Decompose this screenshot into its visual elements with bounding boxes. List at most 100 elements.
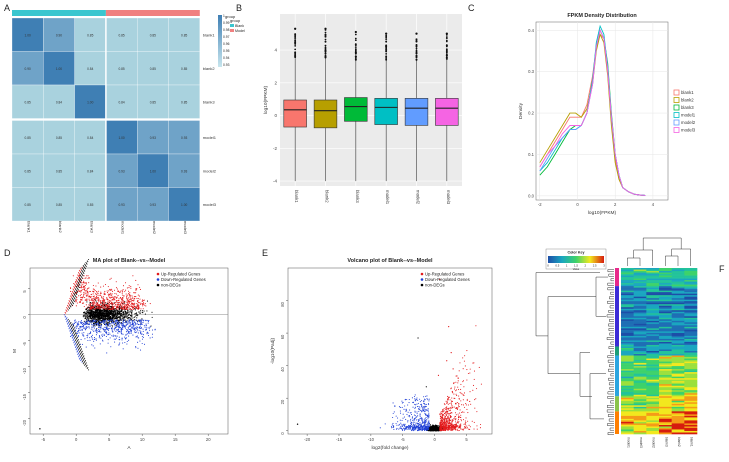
box-outlier: [354, 46, 357, 49]
ridge-point: [69, 323, 71, 325]
ridge-point: [77, 289, 79, 291]
ridge-point: [79, 349, 81, 351]
down-deg-point: [140, 325, 142, 327]
heat-cell: [74, 153, 107, 188]
up-deg-point: [96, 291, 98, 293]
down-deg-point: [142, 328, 144, 330]
up-deg-point: [138, 305, 140, 307]
up-deg-point: [102, 305, 104, 307]
ridge-point: [70, 332, 72, 334]
down-deg-point: [102, 321, 104, 323]
up-deg-point: [132, 308, 134, 310]
up-deg-point: [467, 412, 469, 414]
up-deg-point: [86, 290, 88, 293]
up-deg-point: [452, 392, 454, 394]
up-deg-point: [97, 298, 99, 300]
up-deg-point: [99, 293, 101, 295]
heat-cell: [168, 84, 200, 119]
box-outlier: [415, 56, 418, 58]
non-deg-point: [433, 428, 435, 430]
non-deg-point: [139, 312, 141, 314]
ridge-point: [70, 300, 72, 302]
up-deg-point: [121, 294, 123, 296]
up-deg-point: [453, 424, 455, 426]
up-deg-point: [111, 293, 113, 295]
up-deg-point: [119, 307, 122, 309]
up-deg-point: [142, 308, 144, 310]
up-deg-point: [456, 425, 458, 427]
y-axis-label: log10(FPKM): [263, 85, 269, 114]
down-deg-point: [117, 324, 119, 326]
up-deg-point: [103, 300, 105, 302]
down-deg-point: [123, 325, 125, 327]
up-deg-point: [455, 381, 457, 383]
ridge-point: [78, 279, 80, 281]
down-deg-point: [88, 324, 91, 326]
non-deg-point: [125, 313, 127, 315]
up-deg-point: [128, 297, 130, 299]
up-deg-point: [132, 275, 134, 277]
non-deg-point: [103, 318, 105, 320]
down-deg-point: [94, 325, 96, 327]
heat-cell: [11, 17, 44, 52]
down-deg-point: [129, 321, 131, 323]
non-deg-point: [95, 314, 97, 316]
non-deg-point: [437, 425, 439, 427]
down-deg-point: [81, 328, 83, 330]
down-deg-point: [99, 336, 101, 338]
up-deg-point: [469, 372, 471, 374]
legend-label-blank: Blank: [235, 24, 244, 28]
down-deg-point: [149, 337, 151, 339]
up-deg-point: [459, 391, 461, 393]
panel-label-a: A: [4, 3, 10, 13]
plot-frame: [535, 21, 669, 201]
non-deg-point: [91, 311, 93, 314]
non-deg-point: [114, 314, 116, 316]
up-deg-point: [466, 379, 468, 381]
ridge-point: [78, 349, 80, 351]
ridge-point: [75, 290, 77, 292]
down-deg-point: [121, 339, 123, 341]
non-deg-point: [130, 318, 132, 320]
chart-title: FPKM Density Distribution: [567, 13, 637, 19]
non-deg-point: [126, 313, 128, 315]
down-deg-point: [148, 319, 150, 322]
down-deg-point: [136, 323, 138, 325]
non-deg-point: [433, 429, 435, 431]
non-deg-point: [89, 316, 91, 318]
up-deg-point: [139, 288, 142, 291]
ridge-point: [70, 302, 72, 304]
ridge-point: [80, 276, 82, 278]
non-deg-point: [119, 318, 122, 320]
up-deg-point: [101, 300, 103, 302]
ridge-point: [74, 290, 76, 292]
legend-swatch: [673, 89, 680, 96]
non-deg-point: [146, 310, 148, 312]
box-outlier: [445, 37, 448, 40]
panel-a-heatmap: 1.00 0.90 0.85 0.85 0.85 0.850.90 1.00 0.84 0.85…: [11, 10, 245, 235]
non-deg-point: [146, 300, 149, 302]
ridge-point: [70, 335, 72, 337]
ridge-point: [81, 273, 83, 275]
ridge-point: [79, 281, 81, 283]
up-deg-point: [88, 282, 90, 284]
down-deg-point: [127, 330, 129, 332]
up-deg-point: [92, 306, 94, 309]
up-deg-point: [130, 299, 132, 301]
y-tick-label: 20: [280, 399, 285, 404]
down-deg-point: [91, 324, 93, 326]
up-deg-point: [98, 290, 100, 292]
up-deg-point: [114, 289, 116, 291]
up-deg-point: [91, 307, 93, 309]
non-deg-point: [90, 313, 93, 315]
up-deg-point: [104, 283, 107, 286]
up-deg-point: [443, 412, 446, 414]
non-deg-point: [121, 313, 123, 315]
down-deg-point: [114, 327, 116, 329]
box-outlier: [415, 32, 418, 35]
down-deg-point: [111, 320, 113, 322]
up-deg-point: [458, 430, 460, 432]
up-deg-point: [109, 297, 111, 299]
up-deg-point: [113, 298, 115, 301]
box-outlier: [445, 50, 448, 53]
